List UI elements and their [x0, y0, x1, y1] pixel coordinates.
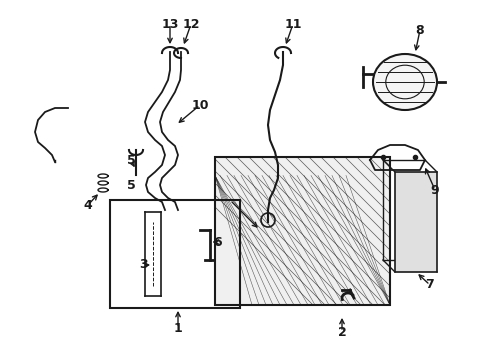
Bar: [215, 157, 390, 305]
Text: 8: 8: [416, 23, 424, 36]
Text: 4: 4: [84, 198, 93, 212]
Text: 5: 5: [126, 179, 135, 192]
Bar: [110, 200, 240, 308]
Ellipse shape: [373, 54, 437, 110]
Bar: [395, 172, 437, 272]
Text: 6: 6: [214, 235, 222, 248]
Text: 11: 11: [284, 18, 302, 31]
Text: 13: 13: [161, 18, 179, 31]
Text: 3: 3: [139, 258, 147, 271]
Text: 9: 9: [431, 184, 440, 197]
Text: 10: 10: [191, 99, 209, 112]
Text: 12: 12: [182, 18, 200, 31]
Text: 5: 5: [126, 153, 135, 166]
Text: 2: 2: [338, 325, 346, 338]
Text: 1: 1: [173, 321, 182, 334]
Text: 7: 7: [426, 279, 434, 292]
